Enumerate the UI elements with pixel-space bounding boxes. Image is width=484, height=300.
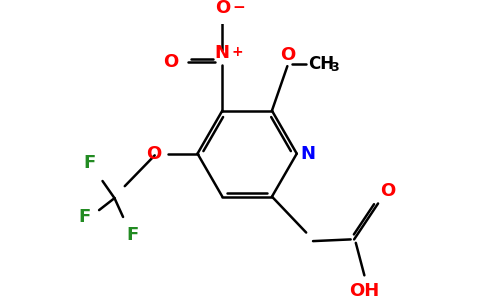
Text: OH: OH [349, 282, 379, 300]
Text: F: F [78, 208, 91, 226]
Text: −: − [233, 0, 245, 15]
Text: +: + [232, 45, 243, 58]
Text: O: O [280, 46, 295, 64]
Text: 3: 3 [330, 61, 339, 74]
Text: N: N [300, 145, 315, 163]
Text: F: F [83, 154, 96, 172]
Text: F: F [126, 226, 139, 244]
Text: O: O [380, 182, 395, 200]
Text: N: N [215, 44, 230, 62]
Text: O: O [215, 0, 230, 17]
Text: O: O [164, 53, 179, 71]
Text: O: O [146, 145, 162, 163]
Text: CH: CH [308, 56, 334, 74]
